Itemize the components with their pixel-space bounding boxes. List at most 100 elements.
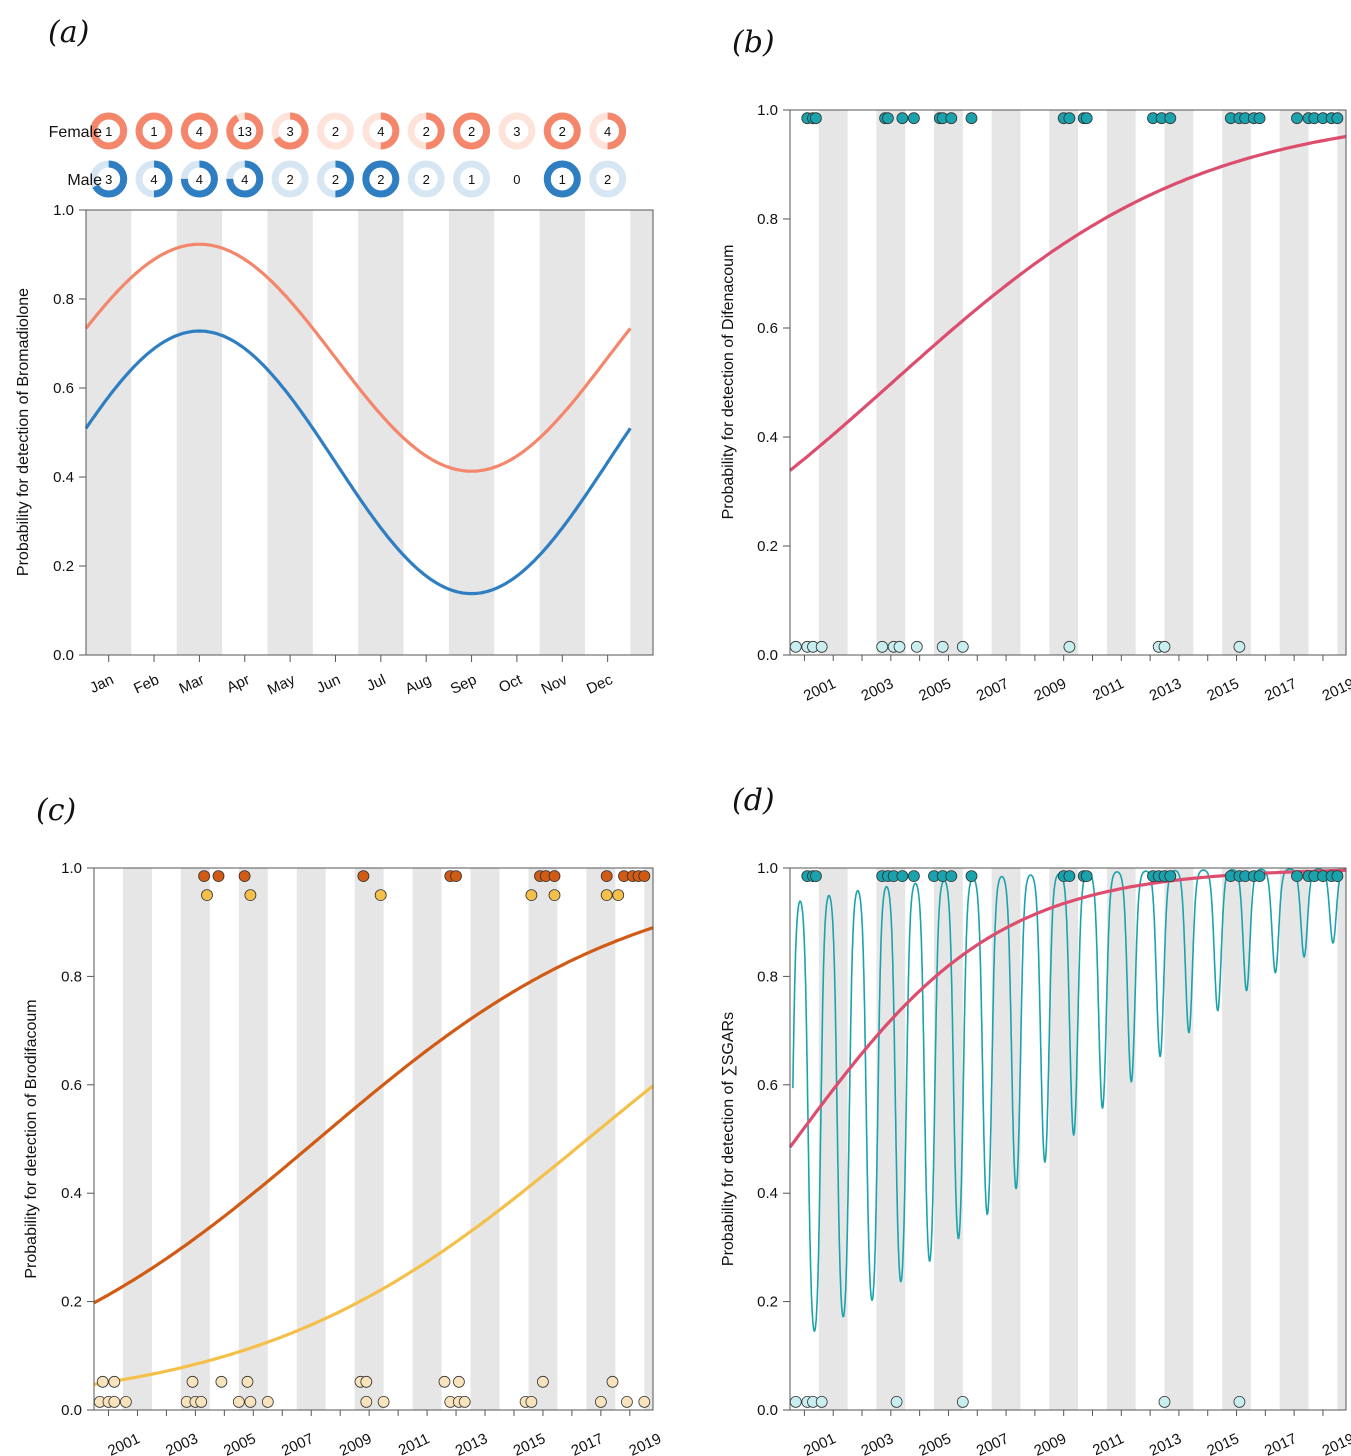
data-point bbox=[789, 640, 802, 653]
year-band bbox=[412, 868, 442, 1410]
panel-d-ytick-label: 0.0 bbox=[757, 1402, 778, 1419]
data-point bbox=[882, 112, 894, 125]
panel-b-xtick-label: 2009 bbox=[1032, 675, 1069, 705]
data-point bbox=[612, 889, 625, 901]
data-point bbox=[1158, 1396, 1171, 1408]
panel-b-xtick-label: 2019 bbox=[1320, 675, 1351, 705]
panel-a-ytick-label: 0.4 bbox=[53, 469, 74, 486]
panel-c-ytick-label: 0.2 bbox=[61, 1294, 82, 1311]
donut-count: 2 bbox=[559, 124, 566, 139]
panel-d-ytick-label: 0.6 bbox=[757, 1077, 778, 1094]
data-point bbox=[198, 870, 211, 882]
panel-b-xtick-label: 2001 bbox=[801, 675, 838, 705]
panel-d-xtick-label: 2005 bbox=[916, 1430, 953, 1456]
data-point bbox=[548, 889, 561, 901]
data-point bbox=[108, 1396, 121, 1408]
female-donut: 3 bbox=[498, 112, 536, 150]
year-band bbox=[1279, 868, 1309, 1410]
panel-a-xtick-label: Mar bbox=[176, 671, 207, 697]
trend-curve bbox=[93, 1084, 654, 1386]
female-donut: 3 bbox=[271, 112, 309, 150]
donut-count: 13 bbox=[238, 124, 252, 139]
year-band bbox=[122, 868, 152, 1410]
donut-count: 1 bbox=[150, 124, 157, 139]
panel-d: (d) 0.0 0.2 0.4 0.6 0.8 1.0 2001 2003 2005 2007 20… bbox=[720, 783, 1351, 1456]
donut-fill bbox=[226, 160, 264, 198]
data-point bbox=[945, 112, 958, 125]
trend-curve bbox=[789, 134, 1347, 472]
panel-c-xtick-label: 2011 bbox=[396, 1430, 432, 1456]
donut-fill bbox=[135, 112, 173, 150]
data-point bbox=[600, 889, 613, 901]
data-point bbox=[1063, 640, 1076, 653]
data-point bbox=[357, 870, 370, 882]
data-point bbox=[956, 1396, 969, 1408]
female-donut: 4 bbox=[589, 112, 627, 150]
panel-b-ytick-label: 0.4 bbox=[757, 429, 778, 446]
data-point bbox=[1253, 112, 1266, 125]
donut-ring bbox=[316, 112, 354, 150]
panel-a-ytick-label: 0.8 bbox=[53, 291, 74, 308]
data-point bbox=[1291, 112, 1303, 125]
panel-a-ytick-label: 1.0 bbox=[53, 202, 74, 219]
panel-a-xtick-label: Nov bbox=[539, 671, 571, 698]
donut-fill bbox=[180, 160, 218, 198]
panel-c-ytick-label: 1.0 bbox=[61, 860, 82, 877]
data-point bbox=[232, 1396, 245, 1408]
panel-d-xtick-label: 2007 bbox=[974, 1430, 1011, 1456]
data-point bbox=[244, 889, 257, 901]
data-point bbox=[956, 640, 969, 653]
data-point bbox=[195, 1396, 208, 1408]
data-point bbox=[96, 1375, 109, 1388]
panel-d-xtick-label: 2009 bbox=[1032, 1430, 1069, 1456]
female-donut: 13 bbox=[226, 112, 264, 150]
year-band bbox=[1164, 868, 1194, 1410]
data-point bbox=[1253, 870, 1266, 882]
year-band bbox=[470, 868, 500, 1410]
panel-c-bands bbox=[122, 868, 653, 1410]
panel-a-xtick-label: Aug bbox=[403, 671, 434, 698]
donut-fill bbox=[407, 112, 445, 150]
panel-c-frame bbox=[93, 867, 654, 1411]
year-band bbox=[1337, 868, 1346, 1410]
panel-a-ytick-label: 0.6 bbox=[53, 380, 74, 397]
panel-d-ylabel: Probability for detection of ∑SGARs bbox=[720, 1012, 737, 1266]
data-point bbox=[360, 1375, 373, 1388]
donut-fill bbox=[180, 112, 218, 150]
data-point bbox=[908, 870, 920, 882]
year-band bbox=[1049, 868, 1079, 1410]
panel-c-xtick-label: 2007 bbox=[279, 1430, 316, 1456]
panel-a-ytick-label: 0.0 bbox=[53, 647, 74, 664]
male-donut: 4 bbox=[226, 160, 264, 198]
data-point bbox=[1331, 112, 1344, 125]
data-point bbox=[1158, 640, 1171, 653]
data-point bbox=[936, 640, 949, 653]
panel-a: (a) 1 1 4 13 3 2 4 2 2 3 2 43 4 4 4 2 2 2 2 1 0 1 2 0.00.20.40… bbox=[15, 15, 654, 699]
panel-d-frame bbox=[789, 867, 1347, 1411]
data-point bbox=[458, 1396, 471, 1408]
data-point bbox=[450, 870, 462, 882]
panel-d-xtick-label: 2015 bbox=[1204, 1430, 1241, 1456]
panel-b-points bbox=[789, 112, 1344, 653]
panel-c-xtick-label: 2001 bbox=[105, 1430, 142, 1456]
data-point bbox=[890, 1396, 903, 1408]
donut-count: 4 bbox=[241, 172, 248, 187]
year-band bbox=[991, 868, 1021, 1410]
data-point bbox=[815, 640, 828, 653]
data-point bbox=[525, 1396, 538, 1408]
panel-a-ytick-label: 0.2 bbox=[53, 558, 74, 575]
panel-d-xtick-label: 2003 bbox=[859, 1430, 896, 1456]
donut-fill bbox=[226, 112, 264, 150]
donut-fill bbox=[316, 160, 354, 198]
donut-fill bbox=[543, 112, 581, 150]
data-point bbox=[186, 1375, 199, 1388]
panel-c-ytick-label: 0.6 bbox=[61, 1077, 82, 1094]
donut-count: 4 bbox=[377, 124, 384, 139]
year-band bbox=[818, 110, 848, 655]
year-band bbox=[991, 110, 1021, 655]
panel-c-xtick-label: 2009 bbox=[337, 1430, 374, 1456]
data-point bbox=[810, 870, 822, 882]
donut-ring bbox=[453, 160, 491, 198]
data-point bbox=[945, 870, 958, 882]
